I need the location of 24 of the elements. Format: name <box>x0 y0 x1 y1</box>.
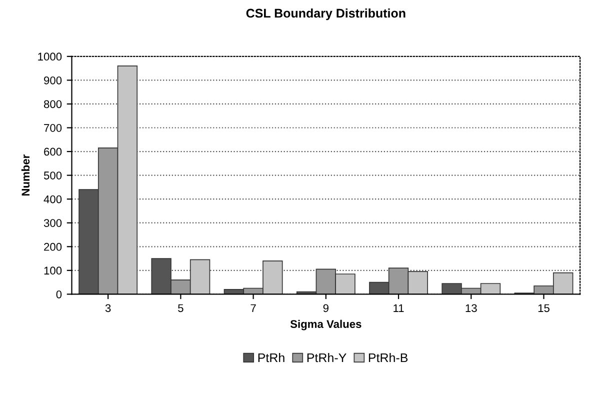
y-tick-label: 300 <box>44 219 62 227</box>
y-tick-label: 1000 <box>38 52 62 61</box>
x-tick-label: 15 <box>538 304 550 312</box>
y-tick-label: 700 <box>44 124 62 132</box>
x-axis-title: Sigma Values <box>290 320 362 330</box>
y-tick-label: 600 <box>44 148 62 156</box>
x-tick-label: 13 <box>466 304 477 312</box>
y-tick-label: 200 <box>44 242 62 251</box>
x-tick-label: 9 <box>323 304 328 312</box>
y-tick-label: 100 <box>44 266 62 275</box>
y-tick-label: 0 <box>56 290 62 298</box>
chart-title: CSL Boundary Distribution <box>246 8 406 20</box>
x-tick-label: 3 <box>105 304 111 312</box>
y-tick-label: 800 <box>44 100 62 108</box>
x-tick-label: 5 <box>178 304 184 312</box>
y-tick-label: 500 <box>44 172 62 180</box>
y-tick-label: 900 <box>44 76 62 84</box>
y-axis-title: Number <box>21 154 30 196</box>
legend-label: PtRh <box>258 352 284 362</box>
legend-label: PtRh-Y <box>307 352 346 362</box>
legend-label: PtRh-B <box>368 352 408 362</box>
x-tick-label: 11 <box>394 304 404 312</box>
y-tick-label: 400 <box>44 195 62 204</box>
x-tick-label: 7 <box>250 304 256 312</box>
